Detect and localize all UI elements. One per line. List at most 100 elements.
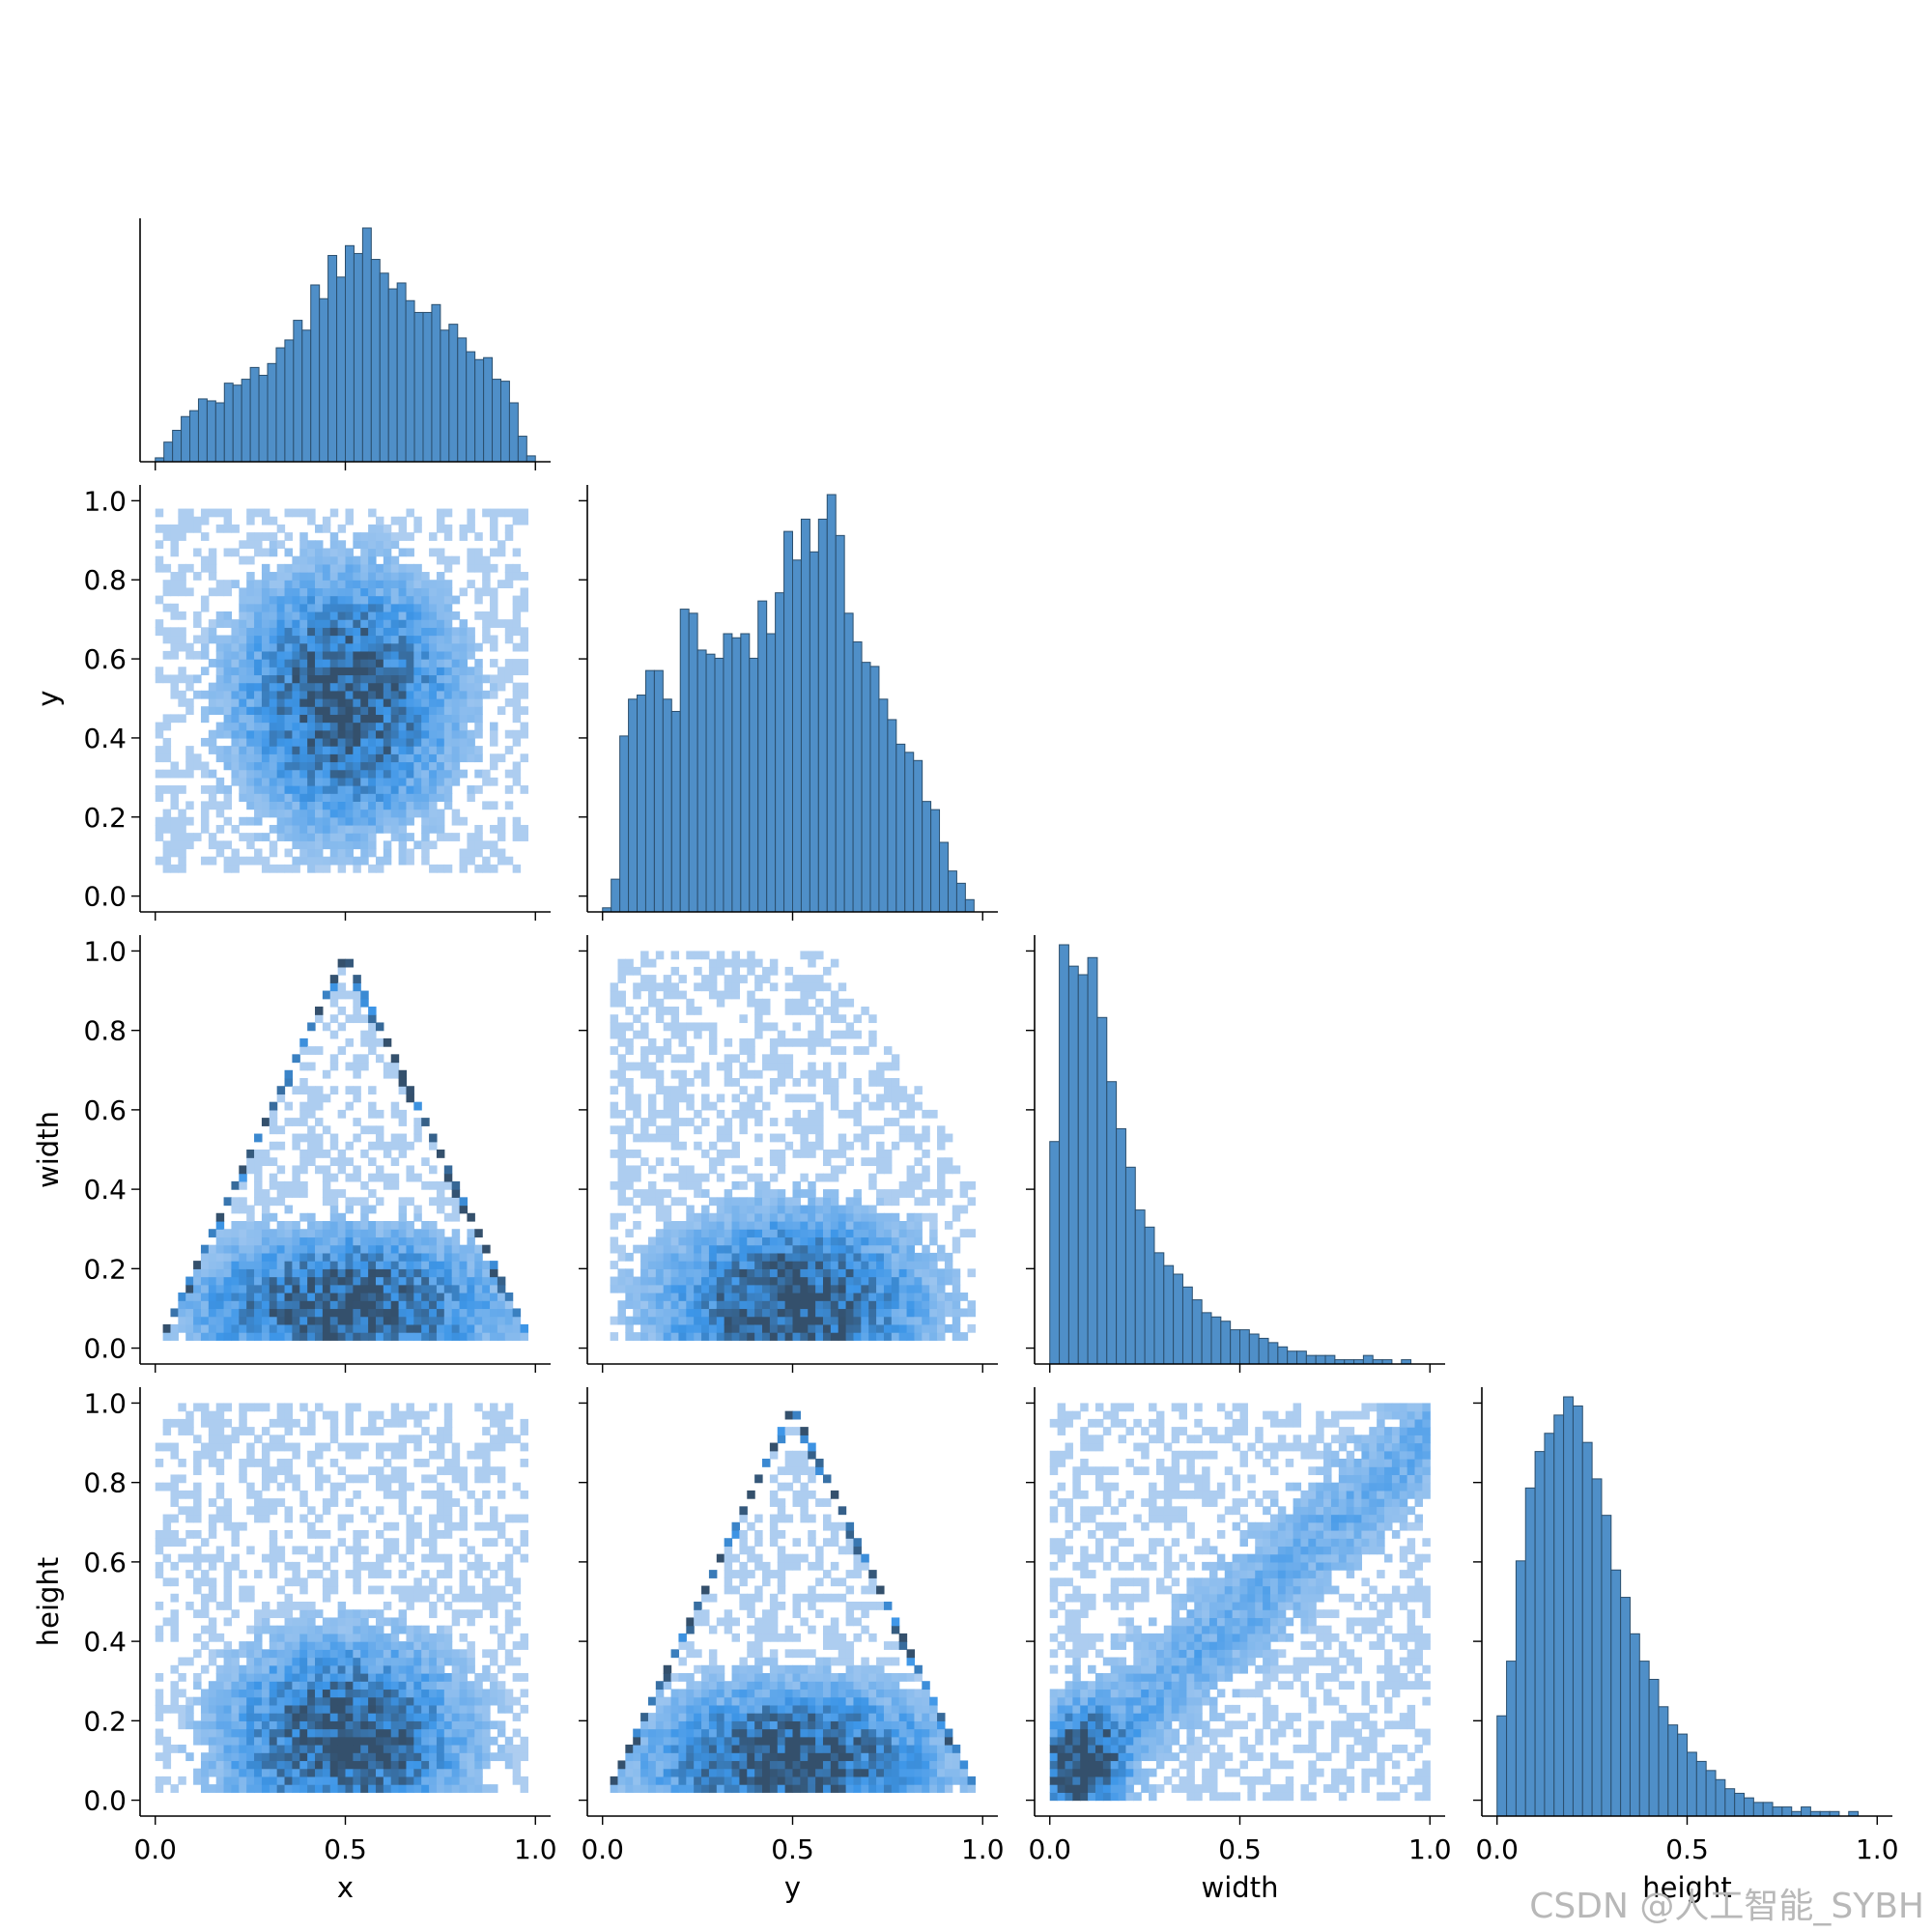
heatmap-cell bbox=[178, 1538, 186, 1548]
heatmap-cell bbox=[800, 1205, 809, 1214]
heatmap-cell bbox=[625, 1022, 634, 1032]
heatmap-cell bbox=[193, 833, 202, 841]
heatmap-cell bbox=[383, 1664, 392, 1674]
heatmap-cell bbox=[406, 659, 414, 668]
heatmap-cell bbox=[617, 1150, 626, 1158]
heatmap-cell bbox=[383, 1293, 392, 1301]
heatmap-cell bbox=[375, 698, 384, 707]
histogram-bar bbox=[757, 600, 768, 913]
heatmap-cell bbox=[368, 1157, 377, 1167]
heatmap-cell bbox=[329, 627, 339, 637]
histogram-bar bbox=[696, 649, 707, 913]
heatmap-cell bbox=[315, 864, 324, 873]
heatmap-cell bbox=[754, 1229, 763, 1238]
heatmap-cell bbox=[686, 1300, 695, 1310]
heatmap-cell bbox=[307, 674, 316, 684]
heatmap-cell bbox=[239, 698, 247, 707]
heatmap-cell bbox=[353, 580, 361, 589]
heatmap-cell bbox=[170, 642, 179, 652]
heatmap-cell bbox=[353, 753, 361, 763]
heatmap-cell bbox=[670, 1284, 680, 1293]
heatmap-cell bbox=[368, 1418, 377, 1428]
heatmap-cell bbox=[762, 1261, 771, 1269]
heatmap-cell bbox=[269, 1236, 278, 1246]
heatmap-cell bbox=[185, 1490, 194, 1499]
heatmap-cell bbox=[178, 1713, 186, 1721]
heatmap-cell bbox=[269, 667, 278, 676]
heatmap-cell bbox=[708, 958, 718, 968]
heatmap-cell bbox=[429, 737, 438, 747]
heatmap-cell bbox=[208, 587, 217, 597]
heatmap-cell bbox=[337, 722, 347, 731]
heatmap-cell bbox=[443, 714, 453, 724]
heatmap-cell bbox=[490, 508, 498, 518]
heatmap-cell bbox=[398, 809, 408, 818]
heatmap-cell bbox=[193, 1681, 202, 1690]
heatmap-cell bbox=[345, 706, 354, 715]
heatmap-cell bbox=[215, 611, 225, 620]
heatmap-cell bbox=[307, 642, 316, 652]
heatmap-cell bbox=[429, 1141, 438, 1151]
heatmap-cell bbox=[443, 1308, 453, 1318]
heatmap-cell bbox=[254, 1165, 263, 1175]
heatmap-cell bbox=[337, 1150, 347, 1158]
heatmap-cell bbox=[292, 1450, 300, 1460]
heatmap-cell bbox=[467, 524, 475, 533]
heatmap-cell bbox=[345, 508, 354, 518]
heatmap-cell bbox=[299, 1308, 308, 1318]
heatmap-cell bbox=[254, 714, 263, 724]
heatmap-cell bbox=[467, 667, 475, 676]
heatmap-cell bbox=[830, 1229, 839, 1238]
heatmap-cell bbox=[838, 1165, 847, 1175]
heatmap-cell bbox=[315, 729, 324, 739]
heatmap-cell bbox=[443, 659, 453, 668]
heatmap-cell bbox=[337, 690, 347, 699]
heatmap-cell bbox=[777, 1054, 786, 1064]
heatmap-cell bbox=[610, 1276, 619, 1286]
heatmap-cell bbox=[617, 1037, 626, 1047]
heatmap-cell bbox=[162, 1577, 172, 1587]
heatmap-cell bbox=[701, 1268, 710, 1278]
heatmap-cell bbox=[922, 1252, 930, 1262]
y-tick-label: 0.4 bbox=[83, 1174, 127, 1206]
heatmap-cell bbox=[390, 1316, 400, 1325]
heatmap-cell bbox=[322, 1150, 331, 1158]
heatmap-cell bbox=[398, 698, 408, 707]
heatmap-cell bbox=[360, 1664, 369, 1674]
heatmap-cell bbox=[701, 1150, 710, 1158]
heatmap-cell bbox=[375, 1696, 384, 1706]
heatmap-cell bbox=[185, 1570, 194, 1578]
heatmap-cell bbox=[868, 1244, 877, 1254]
heatmap-cell bbox=[322, 793, 331, 803]
heatmap-cell bbox=[337, 729, 347, 739]
heatmap-cell bbox=[390, 1649, 400, 1659]
heatmap-cell bbox=[914, 1212, 923, 1222]
heatmap-cell bbox=[269, 1141, 278, 1151]
heatmap-cell bbox=[655, 1323, 665, 1333]
heatmap-cell bbox=[261, 1261, 270, 1269]
heatmap-cell bbox=[769, 1133, 779, 1143]
heatmap-cell bbox=[292, 1276, 300, 1286]
heatmap-cell bbox=[254, 650, 263, 660]
heatmap-cell bbox=[368, 1704, 377, 1714]
heatmap-cell bbox=[322, 524, 331, 533]
heatmap-cell bbox=[413, 635, 422, 644]
heatmap-cell bbox=[345, 1704, 354, 1714]
heatmap-cell bbox=[345, 769, 354, 779]
heatmap-cell bbox=[292, 1546, 300, 1555]
heatmap-cell bbox=[467, 1323, 475, 1333]
heatmap-cell bbox=[390, 1538, 400, 1548]
heatmap-cell bbox=[208, 746, 217, 754]
heatmap-cell bbox=[686, 1205, 695, 1214]
heatmap-cell bbox=[383, 595, 392, 605]
histogram-bar bbox=[440, 329, 450, 463]
heatmap-cell bbox=[467, 729, 475, 739]
heatmap-cell bbox=[170, 1745, 179, 1753]
heatmap-cell bbox=[383, 1229, 392, 1238]
heatmap-cell bbox=[383, 1689, 392, 1698]
histogram-bar bbox=[1220, 1321, 1232, 1365]
histogram-bar bbox=[232, 384, 242, 463]
heatmap-cell bbox=[701, 1323, 710, 1333]
heatmap-cell bbox=[670, 1261, 680, 1269]
